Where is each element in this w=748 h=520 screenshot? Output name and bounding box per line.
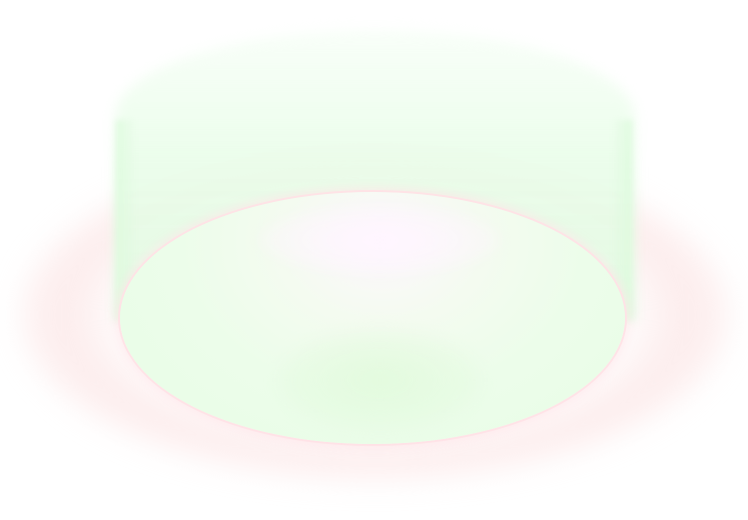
disc-bottom-glow: [280, 330, 480, 430]
disc-highlight: [260, 205, 500, 275]
cylinder-edge-left: [116, 120, 136, 320]
cylinder-edge-right: [612, 120, 632, 320]
